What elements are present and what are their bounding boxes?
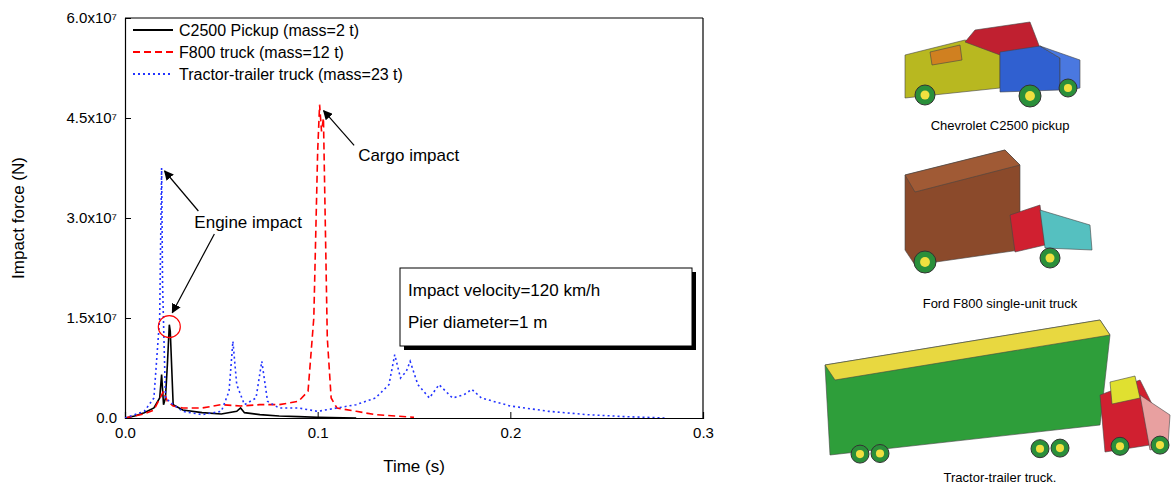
hub bbox=[1064, 84, 1072, 92]
wheel bbox=[1051, 439, 1069, 457]
hub bbox=[1056, 444, 1064, 452]
vehicle-part bbox=[1040, 210, 1092, 250]
y-tick-label: 1.5x10⁷ bbox=[67, 309, 117, 326]
annotation: Cargo impact bbox=[358, 146, 459, 165]
frame-right bbox=[702, 18, 703, 418]
hub bbox=[1025, 91, 1035, 101]
wheel bbox=[1019, 85, 1041, 107]
wheel bbox=[914, 251, 936, 273]
hub bbox=[856, 450, 864, 458]
highlight-circle bbox=[158, 316, 180, 338]
annotation-arrow bbox=[165, 171, 199, 211]
wheel bbox=[915, 85, 935, 105]
y-axis-title: Impact force (N) bbox=[9, 157, 28, 279]
hub bbox=[1046, 254, 1055, 263]
y-tick-mark bbox=[125, 418, 131, 419]
x-tick-label: 0.2 bbox=[500, 424, 521, 441]
legend-swatch bbox=[133, 73, 173, 75]
legend-label: C2500 Pickup (mass=2 t) bbox=[179, 22, 359, 39]
y-tick: 6.0x10⁷ bbox=[67, 9, 131, 26]
legend: C2500 Pickup (mass=2 t) F800 truck (mass=… bbox=[133, 22, 403, 83]
y-tick-mark bbox=[125, 18, 131, 19]
x-tick-label: 0.3 bbox=[693, 424, 714, 441]
wheel bbox=[851, 445, 869, 463]
wheel bbox=[1040, 248, 1060, 268]
y-tick-label: 6.0x10⁷ bbox=[67, 9, 117, 26]
vehicle-caption: Tractor-trailer truck. bbox=[944, 470, 1057, 485]
wheel bbox=[1059, 79, 1077, 97]
info-box bbox=[400, 268, 692, 346]
vehicle-caption: Ford F800 single-unit truck bbox=[923, 296, 1078, 311]
y-tick-mark bbox=[125, 218, 131, 219]
y-tick: 3.0x10⁷ bbox=[67, 209, 131, 226]
hub bbox=[920, 257, 930, 267]
legend-swatch bbox=[133, 29, 173, 31]
y-tick: 4.5x10⁷ bbox=[67, 109, 131, 126]
vehicle-part bbox=[905, 150, 1020, 265]
plot-area bbox=[125, 105, 664, 418]
x-tick-mark bbox=[703, 412, 704, 418]
y-tick-label: 4.5x10⁷ bbox=[67, 109, 117, 126]
series-line bbox=[125, 325, 356, 418]
x-tick: 0.2 bbox=[500, 412, 521, 441]
legend-label: Tractor-trailer truck (mass=23 t) bbox=[179, 66, 403, 83]
y-tick-label: 0.0 bbox=[96, 409, 117, 426]
hub bbox=[1156, 441, 1164, 449]
y-tick-mark bbox=[125, 118, 131, 119]
series-line bbox=[125, 168, 664, 418]
frame-top bbox=[125, 17, 703, 18]
wheel bbox=[1031, 440, 1049, 458]
y-axis: 0.0 1.5x10⁷ 3.0x10⁷ 4.5x10⁷ 6.0x10⁷ bbox=[67, 9, 131, 426]
x-tick-label: 0.0 bbox=[115, 424, 136, 441]
y-tick-label: 3.0x10⁷ bbox=[67, 209, 117, 226]
vehicle-part bbox=[1010, 205, 1045, 252]
figure: 0.0 0.1 0.2 0.3 0.0 1.5x10⁷ 3.0x10⁷ 4.5x10⁷ 6.0x… bbox=[0, 0, 1175, 491]
annotation: Engine impact bbox=[194, 213, 302, 232]
annotation-arrow bbox=[324, 111, 355, 146]
x-tick-mark bbox=[510, 412, 511, 418]
legend-label: F800 truck (mass=12 t) bbox=[179, 44, 344, 61]
hub bbox=[1116, 442, 1124, 450]
y-tick: 1.5x10⁷ bbox=[67, 309, 131, 326]
vehicle-part bbox=[905, 150, 1020, 192]
x-tick: 0.3 bbox=[693, 412, 714, 441]
vehicle-caption: Chevrolet C2500 pickup bbox=[931, 118, 1070, 133]
vehicle-part bbox=[825, 320, 1110, 455]
hub bbox=[921, 91, 930, 100]
info-text: Impact velocity=120 km/h bbox=[408, 281, 600, 300]
hub bbox=[876, 449, 884, 457]
annotation-arrow bbox=[172, 234, 214, 313]
wheel bbox=[871, 445, 889, 463]
wheel bbox=[1111, 437, 1129, 455]
wheel bbox=[1151, 436, 1169, 454]
legend-swatch bbox=[133, 51, 173, 53]
axis-line bbox=[126, 19, 132, 419]
x-axis-title: Time (s) bbox=[383, 457, 445, 476]
vehicle-panel: Chevrolet C2500 pickup Ford F800 single-u… bbox=[825, 22, 1170, 485]
vehicle-part bbox=[825, 320, 1110, 380]
vehicle-part bbox=[1110, 376, 1140, 404]
hub bbox=[1036, 445, 1044, 453]
info-text: Pier diameter=1 m bbox=[408, 313, 547, 332]
vehicle-part bbox=[930, 45, 962, 65]
y-tick-mark bbox=[125, 318, 131, 319]
x-tick-label: 0.1 bbox=[308, 424, 329, 441]
